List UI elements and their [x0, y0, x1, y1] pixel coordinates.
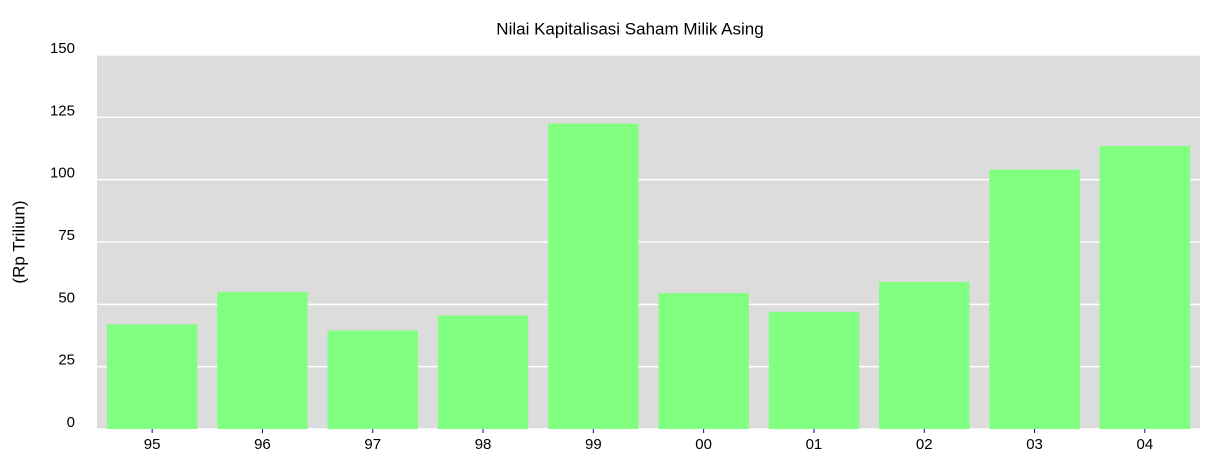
x-tick-label: 01 [806, 436, 823, 452]
x-tick-label: 95 [144, 436, 161, 452]
y-tick-label: 125 [50, 102, 75, 119]
y-tick-label: 25 [58, 352, 75, 369]
x-tick-label: 96 [254, 436, 271, 452]
chart-title: Nilai Kapitalisasi Saham Milik Asing [496, 19, 763, 38]
bar [768, 311, 860, 429]
y-tick-label: 50 [58, 289, 75, 306]
x-tick-label: 99 [585, 436, 602, 452]
x-tick-label: 98 [475, 436, 492, 452]
bar [548, 123, 639, 430]
x-tick-label: 02 [916, 436, 933, 452]
bar [106, 324, 198, 429]
bar [989, 169, 1080, 429]
y-axis-label: (Rp Triliun) [9, 200, 28, 283]
bar [327, 330, 418, 429]
bar [437, 315, 529, 429]
bar [658, 293, 749, 429]
y-tick-label: 100 [50, 165, 75, 182]
x-tick-label: 00 [695, 436, 712, 452]
x-tick-label: 04 [1137, 436, 1154, 452]
x-tick-label: 97 [364, 436, 381, 452]
bar [879, 281, 970, 429]
x-tick-label: 03 [1026, 436, 1043, 452]
bar [217, 291, 308, 429]
y-tick-label: 150 [50, 40, 75, 57]
bar [1099, 146, 1191, 430]
y-tick-label: 75 [58, 227, 75, 244]
y-tick-label: 0 [67, 414, 75, 431]
